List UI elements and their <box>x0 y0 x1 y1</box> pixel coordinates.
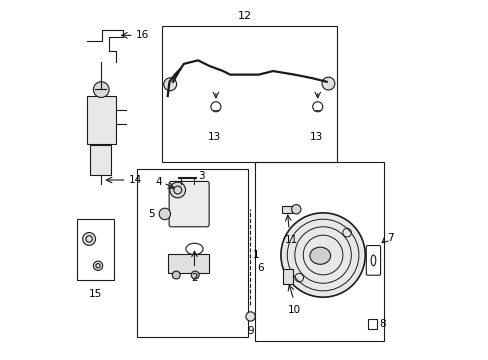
Text: 5: 5 <box>148 209 155 219</box>
Circle shape <box>245 312 255 321</box>
Bar <box>77 219 114 280</box>
Text: 3: 3 <box>198 171 204 181</box>
Circle shape <box>322 77 334 90</box>
Text: 13: 13 <box>309 132 322 142</box>
Circle shape <box>281 213 365 297</box>
Bar <box>86 96 116 144</box>
Text: 10: 10 <box>287 305 301 315</box>
Bar <box>282 206 291 213</box>
Bar <box>367 319 377 329</box>
Text: 7: 7 <box>386 233 393 243</box>
Circle shape <box>191 271 199 279</box>
Bar <box>137 169 247 337</box>
Bar <box>255 162 383 341</box>
Text: 11: 11 <box>284 235 297 245</box>
Text: 12: 12 <box>237 11 251 21</box>
Circle shape <box>93 82 109 98</box>
Text: 8: 8 <box>379 319 386 329</box>
Text: 14: 14 <box>128 175 142 185</box>
Bar <box>162 26 337 162</box>
Circle shape <box>159 208 170 220</box>
Bar <box>168 254 209 273</box>
Bar <box>90 145 111 175</box>
Text: 2: 2 <box>191 273 198 283</box>
Text: 15: 15 <box>88 289 102 299</box>
Circle shape <box>169 182 185 198</box>
Text: 13: 13 <box>207 132 220 142</box>
Circle shape <box>172 271 180 279</box>
Circle shape <box>163 78 176 91</box>
Text: 4: 4 <box>155 177 162 187</box>
Text: 16: 16 <box>135 30 148 40</box>
FancyBboxPatch shape <box>169 181 209 227</box>
Circle shape <box>291 204 300 214</box>
Text: 9: 9 <box>247 327 253 337</box>
Circle shape <box>82 233 95 246</box>
Ellipse shape <box>309 247 330 264</box>
Circle shape <box>93 261 102 270</box>
Bar <box>283 269 292 284</box>
Text: 6: 6 <box>257 262 263 273</box>
Text: 1: 1 <box>252 250 259 260</box>
